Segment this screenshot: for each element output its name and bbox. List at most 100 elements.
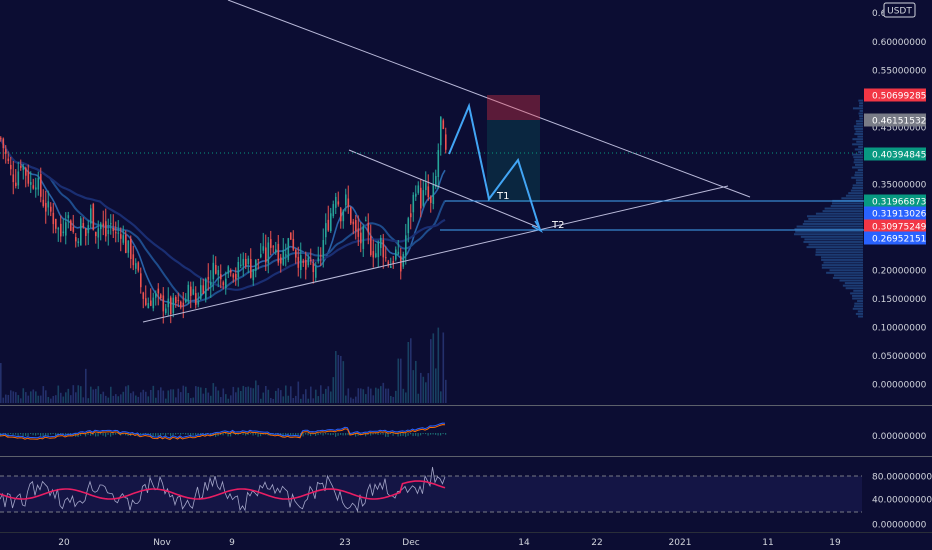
volume-profile-row [795, 230, 863, 233]
volume-profile-row [806, 246, 863, 249]
volume-bar [382, 382, 385, 403]
price-tick-label: 0.10000000 [872, 323, 927, 333]
price-label-text: 0.26952151 [872, 235, 926, 245]
volume-bar [60, 392, 62, 403]
descending-trendline-inner[interactable] [348, 149, 541, 229]
volume-profile-row [808, 243, 863, 246]
candle-body [325, 223, 327, 238]
histogram-bar [312, 433, 314, 435]
indicator-axis[interactable]: 0.00000000 80.00000000 40.00000000 0.000000… [872, 432, 932, 531]
volume-bar [445, 379, 447, 403]
volume-bar [27, 395, 30, 403]
volume-bar [227, 398, 230, 403]
histogram-bar [437, 433, 439, 436]
candle-body [242, 258, 245, 266]
histogram-bar [237, 433, 239, 436]
candle-body [310, 259, 312, 261]
candle-body [165, 308, 167, 314]
volume-bar [272, 398, 275, 403]
projection-path[interactable] [448, 102, 541, 231]
ascending-trendline[interactable] [142, 185, 729, 323]
volume-profile-row [855, 181, 863, 184]
histogram-bar [65, 433, 67, 436]
volume-bar [82, 397, 85, 403]
price-label-badge [864, 147, 926, 161]
candle-body [0, 137, 2, 139]
volume-bar [435, 368, 437, 403]
histogram-bar [187, 433, 189, 435]
volume-bar [135, 395, 137, 403]
volume-profile-row [821, 264, 863, 267]
candle-body [435, 175, 437, 188]
candle-body [197, 300, 200, 305]
candlesticks[interactable] [0, 116, 447, 324]
currency-badge[interactable]: USDT [883, 2, 916, 18]
volume-bar [265, 386, 267, 403]
volume-bar [92, 389, 95, 403]
candle-body [347, 198, 350, 208]
candle-body [390, 266, 392, 268]
histogram-bar [225, 433, 227, 435]
volume-profile-row [822, 210, 863, 213]
volume-bar [267, 389, 270, 403]
candle-body [405, 235, 407, 256]
histogram-bar [170, 433, 172, 437]
volume-bar [260, 398, 262, 403]
candle-body [245, 258, 247, 267]
candle-body [252, 268, 255, 281]
rsi-average-line [0, 480, 446, 500]
candle-body [355, 219, 357, 232]
candle-body [222, 282, 225, 286]
candle-body [95, 231, 97, 237]
time-tick-label: 19 [829, 538, 841, 548]
volume-profile-row [854, 163, 863, 166]
candle-body [287, 238, 290, 260]
price-label-text: 0.40394845 [872, 151, 926, 161]
candle-body [50, 206, 52, 212]
candle-body [230, 270, 232, 273]
time-axis[interactable]: 20 Nov 9 23 Dec 14 22 2021 11 19 [58, 538, 841, 548]
indicator-panel-2[interactable] [0, 466, 446, 513]
price-label-text: 0.31913026 [872, 210, 927, 220]
histogram-bar [252, 433, 254, 436]
candle-body [352, 221, 355, 225]
currency-badge-box [883, 2, 916, 18]
volume-bar [192, 397, 195, 403]
candle-body [155, 293, 157, 298]
volume-bar [427, 373, 430, 403]
volume-profile-row [850, 189, 863, 192]
volume-profile-row [800, 235, 863, 238]
volume-bar [105, 395, 107, 403]
histogram-bar [162, 433, 164, 435]
volume-profile-row [852, 143, 863, 146]
volume-bar [357, 388, 360, 403]
volume-profile-row [854, 148, 863, 151]
candle-body [317, 257, 320, 261]
histogram-bar [270, 433, 272, 436]
volume-profile-row [853, 125, 863, 128]
candle-body [72, 226, 75, 232]
price-axis[interactable]: 0.00000000 0.05000000 0.10000000 0.15000000… [872, 9, 927, 391]
volume-bar [125, 386, 127, 403]
candle-body [320, 255, 322, 257]
candle-body [422, 190, 425, 206]
price-label-badge [864, 194, 926, 208]
candle-body [180, 301, 182, 308]
volume-profile-row [808, 217, 863, 220]
indicator1-tick-label: 0.00000000 [872, 432, 927, 442]
volume-profile-row [857, 300, 863, 303]
indicator-panel-1[interactable] [0, 422, 447, 440]
histogram-bar [185, 433, 187, 435]
volume-bar [325, 388, 327, 403]
volume-bar [190, 398, 192, 403]
candle-body [247, 258, 250, 265]
volume-bar [65, 392, 67, 403]
volume-bar [432, 333, 435, 403]
volume-bar [235, 392, 237, 403]
histogram-bar [375, 433, 377, 435]
trendlines[interactable] [142, 0, 751, 323]
histogram-bar [425, 433, 427, 435]
stop-loss-zone[interactable] [487, 95, 540, 120]
descending-trendline-upper[interactable] [227, 0, 751, 198]
